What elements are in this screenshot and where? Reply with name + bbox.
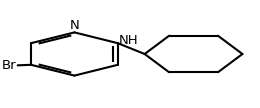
Text: N: N [70,19,79,32]
Text: NH: NH [119,34,139,47]
Text: Br: Br [1,59,16,72]
